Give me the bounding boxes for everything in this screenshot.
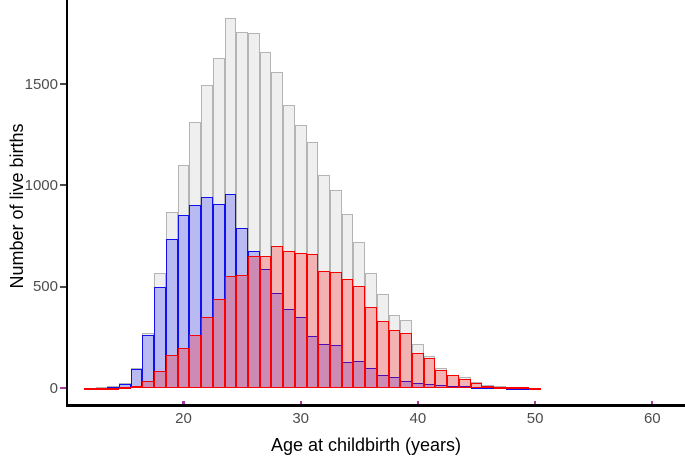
x-axis-tick-label: 40: [409, 410, 427, 427]
red-histogram-bar: [482, 385, 495, 388]
y-axis-tick-label: 500: [32, 278, 58, 296]
y-axis-tick-label: 1000: [24, 176, 58, 194]
red-histogram-bar: [224, 276, 237, 388]
red-histogram-bar: [376, 320, 389, 388]
red-histogram-bar: [201, 316, 213, 388]
red-histogram-bar: [83, 387, 96, 390]
red-histogram-bar: [517, 387, 530, 390]
red-histogram-bar: [318, 270, 330, 388]
x-axis-tick-label: 60: [643, 410, 661, 427]
red-histogram-bar: [177, 348, 190, 388]
red-histogram-bar: [400, 332, 413, 388]
x-axis-tick: [416, 401, 419, 407]
red-histogram-bar: [189, 335, 202, 388]
red-histogram-bar: [107, 387, 120, 390]
red-histogram-bar: [353, 285, 366, 388]
x-axis-tick: [651, 401, 654, 407]
red-histogram-bar: [388, 330, 401, 388]
red-histogram-bar: [435, 369, 448, 388]
x-axis-tick-label: 20: [175, 410, 192, 427]
red-histogram-bar: [447, 375, 459, 388]
red-histogram-bar: [130, 385, 143, 388]
x-axis-line: [65, 404, 685, 407]
x-axis-tick: [299, 401, 302, 407]
red-histogram-bar: [142, 380, 155, 388]
red-histogram-bar: [236, 275, 248, 388]
red-histogram-bar: [154, 370, 166, 388]
x-axis-tick-label: 30: [292, 410, 310, 427]
x-axis-tick: [182, 401, 185, 407]
red-histogram-bar: [458, 378, 471, 388]
red-histogram-bar: [330, 271, 342, 388]
red-histogram-bar: [165, 355, 178, 388]
red-histogram-bar: [494, 386, 506, 389]
red-histogram-bar: [259, 256, 272, 388]
red-histogram-bar: [271, 245, 284, 388]
y-axis-tick: [60, 386, 66, 390]
red-histogram-bar: [412, 352, 424, 388]
red-histogram-bar: [470, 382, 483, 388]
red-histogram-bar: [119, 387, 131, 390]
red-histogram-bar: [247, 255, 260, 388]
red-histogram-bar: [529, 387, 541, 390]
y-axis-tick: [60, 285, 66, 288]
red-histogram-bar: [341, 278, 354, 388]
red-histogram-bar: [306, 254, 319, 388]
red-histogram-bar: [423, 358, 436, 388]
y-axis-tick: [60, 184, 66, 187]
y-axis-line: [65, 0, 68, 407]
y-axis-title: Number of live births: [7, 123, 27, 289]
red-histogram-bar: [505, 387, 518, 390]
red-histogram-bar: [294, 252, 307, 388]
y-axis-tick: [60, 82, 66, 86]
x-axis-tick: [534, 401, 537, 407]
y-axis-tick-label: 0: [49, 379, 58, 397]
red-histogram-bar: [283, 251, 295, 388]
red-histogram-bar: [365, 307, 377, 388]
x-axis-title: Age at childbirth (years): [270, 435, 462, 455]
x-axis-tick-label: 50: [526, 410, 544, 427]
red-histogram-bar: [95, 387, 108, 390]
y-axis-tick-label: 1500: [24, 75, 58, 93]
red-histogram-bar: [212, 298, 225, 388]
